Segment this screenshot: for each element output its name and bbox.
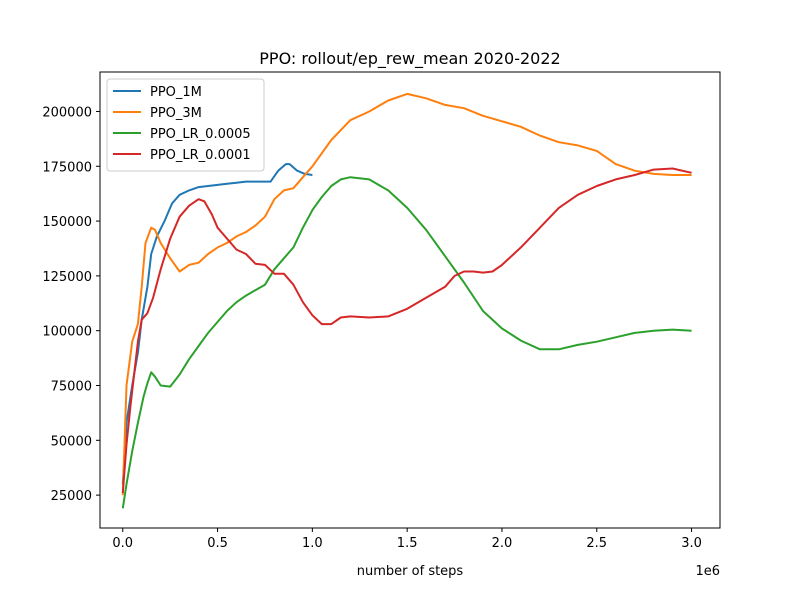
plot-area <box>99 71 721 529</box>
chart-title: PPO: rollout/ep_rew_mean 2020-2022 <box>259 49 560 69</box>
y-tick-label: 75000 <box>51 380 92 395</box>
series-line-ppo-lr-0-0005 <box>121 176 692 509</box>
legend-label: PPO_LR_0.0001 <box>150 148 251 163</box>
x-tick-label: 1.5 <box>397 536 418 551</box>
y-tick-label: 125000 <box>42 270 92 285</box>
legend: PPO_1M PPO_3M PPO_LR_0.0005 PPO_LR_0.0001 <box>106 78 265 172</box>
x-tick-label: 0.5 <box>207 536 228 551</box>
x-axis-label: number of steps <box>357 564 464 579</box>
legend-label: PPO_LR_0.0005 <box>150 127 251 142</box>
series-line-ppo-3m <box>121 92 692 496</box>
x-tick-label: 1.0 <box>302 536 323 551</box>
x-tick-label: 0.0 <box>112 536 133 551</box>
series-layer <box>121 92 692 509</box>
legend-label: PPO_1M <box>150 85 202 100</box>
legend-box <box>106 78 265 172</box>
series-line-ppo-lr-0-0001 <box>121 167 692 493</box>
x-axis: 0.0 0.5 1.0 1.5 2.0 2.5 3.0 <box>112 528 702 551</box>
y-tick-label: 100000 <box>42 325 92 340</box>
y-tick-label: 150000 <box>42 215 92 230</box>
x-tick-label: 2.5 <box>586 536 607 551</box>
x-axis-offset-label: 1e6 <box>695 564 720 579</box>
y-tick-label: 175000 <box>42 160 92 175</box>
series-line-ppo-1m <box>121 163 313 485</box>
y-tick-label: 50000 <box>51 434 92 449</box>
y-tick-label: 200000 <box>42 105 92 120</box>
legend-label: PPO_3M <box>150 106 202 121</box>
y-tick-label: 25000 <box>51 489 92 504</box>
x-tick-label: 2.0 <box>492 536 513 551</box>
x-tick-label: 3.0 <box>681 536 702 551</box>
y-axis: 25000 50000 75000 100000 125000 150000 175000 2… <box>42 105 100 504</box>
plot-frame <box>99 71 721 529</box>
